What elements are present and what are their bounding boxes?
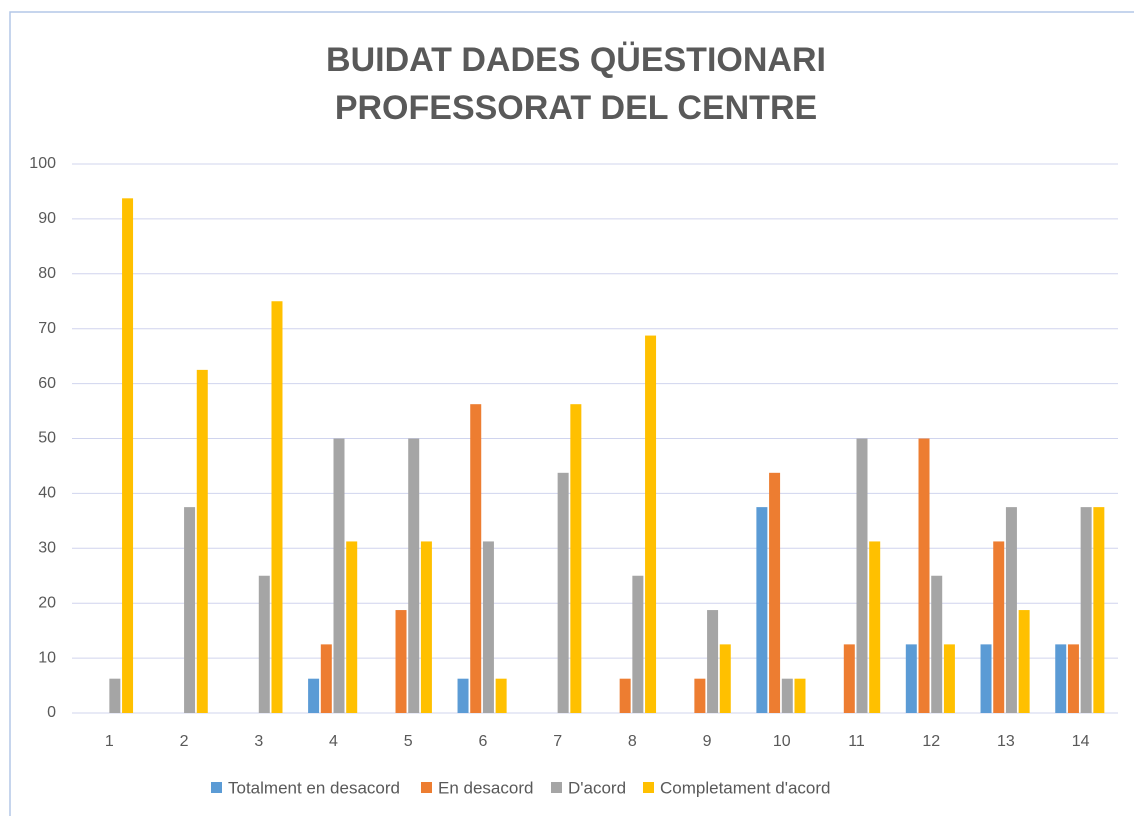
x-tick-label: 5 (404, 733, 413, 750)
bar (1018, 610, 1030, 713)
bar (843, 644, 855, 713)
bar (346, 541, 358, 713)
x-tick-label: 7 (553, 733, 562, 750)
y-tick-label: 60 (38, 375, 56, 392)
bar (271, 301, 283, 713)
legend-swatch (211, 782, 222, 793)
bar (258, 575, 270, 713)
bar (856, 438, 868, 713)
bar (781, 678, 793, 713)
bar (395, 610, 407, 713)
x-tick-label: 9 (703, 733, 712, 750)
bar (694, 678, 706, 713)
bar (756, 507, 768, 713)
y-tick-label: 90 (38, 210, 56, 227)
legend-label: D'acord (568, 778, 626, 797)
y-tick-label: 0 (47, 704, 56, 721)
x-tick-label: 11 (848, 733, 865, 750)
x-tick-label: 1 (105, 733, 114, 750)
bar (333, 438, 345, 713)
bar (632, 575, 644, 713)
bar (918, 438, 930, 713)
legend-label: Totalment en desacord (228, 778, 400, 797)
bar (719, 644, 731, 713)
legend-label: Completament d'acord (660, 778, 831, 797)
x-tick-label: 8 (628, 733, 637, 750)
legend-swatch (421, 782, 432, 793)
bar (1055, 644, 1067, 713)
bar (707, 610, 719, 713)
bar (993, 541, 1005, 713)
y-tick-label: 70 (38, 320, 56, 337)
x-tick-label: 13 (997, 733, 1015, 750)
bar (320, 644, 332, 713)
bar (570, 404, 582, 713)
bar (619, 678, 631, 713)
bar (1005, 507, 1017, 713)
bar (1080, 507, 1092, 713)
bar (905, 644, 917, 713)
bar (109, 678, 121, 713)
bar (769, 472, 781, 713)
chart-frame (9, 11, 1134, 816)
x-tick-label: 2 (180, 733, 189, 750)
x-tick-label: 10 (773, 733, 791, 750)
bar (482, 541, 494, 713)
x-tick-label: 14 (1072, 733, 1090, 750)
y-tick-label: 100 (29, 155, 56, 172)
y-tick-label: 10 (38, 649, 56, 666)
bar (794, 678, 806, 713)
bar (122, 198, 134, 713)
x-tick-label: 3 (254, 733, 263, 750)
y-tick-label: 80 (38, 265, 56, 282)
bar (420, 541, 432, 713)
chart-title: BUIDAT DADES QÜESTIONARI (326, 41, 826, 79)
bar (557, 472, 569, 713)
bar (470, 404, 482, 713)
bar (943, 644, 955, 713)
bar (196, 369, 208, 713)
bar (931, 575, 943, 713)
bar (1067, 644, 1079, 713)
chart-title: PROFESSORAT DEL CENTRE (335, 89, 817, 127)
y-tick-label: 30 (38, 540, 56, 557)
bar (980, 644, 992, 713)
y-tick-label: 20 (38, 594, 56, 611)
bar (457, 678, 469, 713)
bar (408, 438, 420, 713)
legend-swatch (643, 782, 654, 793)
y-tick-label: 50 (38, 430, 56, 447)
bar (308, 678, 320, 713)
x-tick-label: 6 (478, 733, 487, 750)
bar (869, 541, 881, 713)
bar (184, 507, 196, 713)
legend-label: En desacord (438, 778, 533, 797)
legend-swatch (551, 782, 562, 793)
bar (645, 335, 657, 713)
x-tick-label: 12 (922, 733, 940, 750)
x-tick-label: 4 (329, 733, 338, 750)
y-tick-label: 40 (38, 485, 56, 502)
bar (495, 678, 507, 713)
bar (1093, 507, 1105, 713)
